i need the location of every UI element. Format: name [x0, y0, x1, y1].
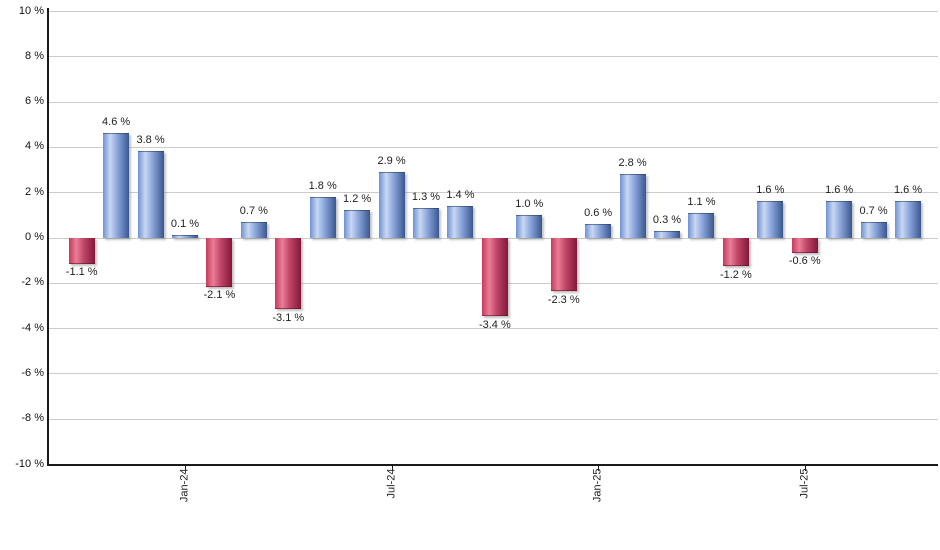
gridline	[48, 328, 938, 330]
x-axis-tick	[598, 466, 600, 471]
x-axis-tick	[184, 466, 186, 471]
x-axis-tick-label: Jul-25	[798, 468, 811, 499]
bar-Dec-23[interactable]	[137, 151, 164, 239]
bar-value-label: -2.1 %	[203, 289, 236, 302]
bar-Aug-25[interactable]	[826, 201, 853, 239]
bar-value-label: -1.2 %	[719, 268, 752, 281]
bar-value-label: 4.6 %	[102, 116, 131, 129]
bar-Nov-23[interactable]	[103, 133, 130, 239]
bar-Mar-24[interactable]	[240, 221, 267, 239]
bar-Sep-24[interactable]	[447, 205, 474, 239]
bar-value-label: 0.7 %	[859, 204, 888, 217]
gridline	[48, 373, 938, 375]
y-axis-tick-label: 6 %	[25, 95, 44, 108]
bar-Jan-25[interactable]	[585, 223, 612, 239]
bar-Jun-25[interactable]	[757, 201, 784, 239]
bar-value-label: -2.3 %	[547, 293, 580, 306]
bar-value-label: 1.8 %	[308, 179, 337, 192]
y-axis-tick-label: -10 %	[15, 457, 44, 470]
bar-Feb-25[interactable]	[619, 174, 646, 239]
bar-Mar-25[interactable]	[654, 230, 680, 239]
gridline	[48, 56, 938, 58]
bar-May-25[interactable]	[722, 238, 749, 267]
gridline	[48, 192, 938, 194]
x-axis-tick-label: Jan-25	[591, 468, 604, 503]
bar-value-label: -3.4 %	[478, 318, 511, 331]
gridline	[48, 11, 938, 12]
bar-Sep-25[interactable]	[860, 221, 887, 239]
bar-value-label: -0.6 %	[788, 255, 821, 268]
bar-value-label: 1.6 %	[825, 184, 854, 197]
y-axis-tick-label: -6 %	[21, 366, 44, 379]
bar-value-label: -3.1 %	[272, 311, 305, 324]
y-axis-tick-label: -8 %	[21, 412, 44, 425]
bar-Aug-24[interactable]	[413, 208, 439, 239]
y-axis-tick-label: 0 %	[25, 231, 44, 243]
bar-Oct-24[interactable]	[481, 238, 508, 316]
y-axis-tick-label: 10 %	[18, 4, 44, 17]
bar-value-label: 2.8 %	[618, 157, 647, 170]
bar-Jul-24[interactable]	[378, 171, 405, 239]
x-axis-tick-label: Jan-24	[178, 468, 191, 503]
bar-value-label: 0.7 %	[239, 204, 268, 217]
gridline	[48, 146, 938, 148]
bar-value-label: 1.3 %	[411, 191, 441, 204]
x-axis-tick	[804, 466, 806, 471]
bar-value-label: 1.6 %	[893, 184, 923, 197]
bar-Jan-24[interactable]	[171, 235, 198, 239]
bar-value-label: -1.1 %	[65, 266, 98, 279]
y-axis-line	[47, 8, 49, 465]
bar-value-label: 0.6 %	[584, 206, 613, 219]
bar-Jul-25[interactable]	[791, 238, 818, 253]
x-axis-line	[47, 464, 938, 466]
bar-Oct-23[interactable]	[68, 238, 95, 264]
y-axis-tick-label: 4 %	[25, 140, 44, 153]
y-axis-tick-label: 8 %	[25, 49, 44, 62]
bar-value-label: 1.1 %	[687, 195, 716, 208]
bar-value-label: 0.1 %	[170, 218, 200, 231]
bar-Apr-25[interactable]	[688, 212, 715, 239]
bar-value-label: 0.3 %	[652, 213, 682, 226]
x-axis-tick	[391, 466, 393, 471]
bar-value-label: 1.4 %	[446, 188, 475, 201]
bar-Feb-24[interactable]	[206, 238, 233, 287]
gridline	[48, 418, 938, 420]
y-axis-tick-label: 2 %	[25, 185, 44, 198]
y-axis-tick-label: -4 %	[21, 321, 44, 334]
x-axis-tick-label: Jul-24	[385, 468, 398, 499]
y-axis-tick-label: -2 %	[21, 276, 44, 289]
bar-Dec-24[interactable]	[550, 238, 577, 292]
bar-value-label: 1.6 %	[756, 184, 785, 197]
bar-value-label: 1.2 %	[343, 193, 372, 206]
bar-Oct-25[interactable]	[895, 201, 922, 239]
bar-value-label: 3.8 %	[136, 134, 165, 147]
gridline	[48, 101, 938, 103]
bar-May-24[interactable]	[309, 196, 336, 239]
bar-Jun-24[interactable]	[344, 210, 371, 239]
bar-Nov-24[interactable]	[516, 214, 543, 239]
bar-value-label: 1.0 %	[515, 197, 544, 210]
bar-value-label: 2.9 %	[377, 154, 406, 167]
bar-Apr-24[interactable]	[275, 238, 302, 310]
